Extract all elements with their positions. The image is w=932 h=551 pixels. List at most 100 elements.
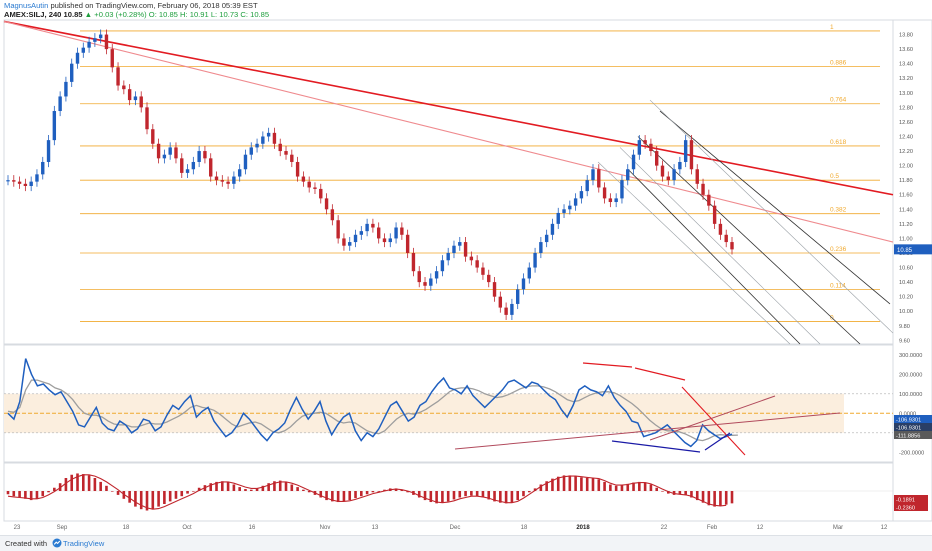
oscillator-main-line	[7, 358, 733, 448]
time-axis-tick: 22	[661, 525, 668, 531]
price-axis-tick: 13.00	[899, 91, 913, 97]
macd-value-label: -0.2360	[896, 506, 915, 512]
macd-histogram-bar	[591, 478, 595, 491]
macd-value-badge	[894, 495, 928, 503]
candle-body	[203, 151, 207, 159]
macd-histogram-bar	[713, 491, 716, 507]
macd-histogram-bar	[128, 491, 131, 503]
candle-body	[579, 191, 584, 199]
candle-body	[620, 180, 624, 199]
candle-body	[492, 282, 497, 297]
axes: 13.80 13.60 13.40 13.20 13.00 12.80 12.60 12.40…	[14, 33, 932, 531]
macd-histogram-bar	[510, 491, 514, 503]
candle-body	[614, 198, 618, 203]
macd-histogram-bar	[186, 491, 189, 494]
macd-histogram-bar	[116, 491, 120, 495]
macd-histogram-bar	[678, 491, 682, 495]
macd-histogram-bar	[174, 491, 178, 499]
candle-body	[510, 303, 514, 315]
candle-body	[313, 187, 317, 189]
macd-histogram-bar	[215, 481, 218, 491]
macd-value-badge	[894, 503, 928, 511]
candle-body	[458, 242, 462, 246]
candle-body	[475, 260, 479, 268]
candle-body	[515, 289, 520, 304]
candle-body	[730, 242, 734, 250]
candle-body	[417, 271, 421, 283]
candle-body	[376, 227, 381, 239]
macd-histogram-bar	[267, 483, 270, 491]
candle-body	[521, 278, 526, 290]
candle-body	[58, 96, 62, 112]
macd-histogram-bar	[475, 491, 479, 497]
pitchfork-line	[659, 110, 891, 305]
oscillator-pane[interactable]	[4, 358, 893, 456]
macd-histogram-bar	[151, 491, 155, 510]
candle-body	[261, 136, 265, 144]
fib-level-label: 1	[830, 24, 834, 31]
candle-body	[440, 260, 445, 272]
macd-histogram-bar	[504, 491, 508, 504]
price-axis-tick: 13.80	[899, 33, 913, 39]
fib-level-label: 0.382	[830, 207, 847, 214]
oscillator-axis-tick: 300.0000	[899, 353, 922, 359]
macd-histogram-bar	[661, 491, 664, 492]
candle-body	[562, 209, 566, 213]
fib-level-label: 0.5	[830, 173, 839, 180]
macd-histogram-bar	[53, 487, 56, 491]
macd-histogram-bar	[481, 491, 485, 498]
candle-body	[290, 154, 294, 162]
price-axis-tick: 9.80	[899, 324, 910, 330]
macd-histogram-bar	[574, 476, 577, 491]
macd-histogram-bar	[348, 491, 352, 501]
price-axis-tick: 10.00	[899, 309, 913, 315]
candle-body	[237, 169, 242, 177]
time-axis-tick: Oct	[182, 525, 192, 531]
macd-histogram-bar	[290, 484, 294, 491]
macd-histogram-bar	[145, 491, 149, 511]
candle-body	[209, 158, 213, 177]
candle-body	[23, 183, 28, 187]
candle-body	[550, 223, 555, 235]
price-axis-tick: 10.60	[899, 266, 913, 272]
macd-histogram-bar	[666, 491, 670, 494]
macd-signal-line	[7, 474, 727, 510]
candle-body	[568, 205, 572, 210]
candle-body	[724, 234, 728, 243]
price-axis-tick: 12.20	[899, 149, 913, 155]
candle-body	[307, 181, 311, 188]
tradingview-link[interactable]: TradingView	[63, 539, 105, 548]
candle-body	[637, 140, 642, 155]
candle-body	[180, 158, 184, 173]
price-axis-tick: 11.80	[899, 178, 913, 184]
macd-histogram-bar	[371, 491, 375, 493]
macd-histogram-bar	[580, 477, 583, 491]
oscillator-value-badge	[894, 415, 932, 423]
candle-body	[156, 143, 161, 159]
divergence-line	[582, 362, 633, 368]
chart-header: MagnusAutin published on TradingView.com…	[4, 1, 269, 19]
candle-body	[87, 41, 91, 48]
candle-body	[353, 234, 358, 243]
macd-histogram-bar	[64, 478, 68, 491]
time-axis-tick: 23	[14, 525, 21, 531]
candle-body	[597, 169, 601, 188]
candle-body	[504, 307, 508, 315]
candle-body	[116, 67, 120, 86]
oscillator-value-label: -106.9301	[896, 426, 921, 432]
candle-body	[226, 181, 230, 184]
symbol-label[interactable]: AMEX:SILJ, 240	[4, 10, 62, 19]
candle-body	[539, 242, 543, 253]
macd-pane[interactable]	[4, 473, 893, 511]
author-link[interactable]: MagnusAutin	[4, 1, 49, 10]
macd-histogram-bar	[331, 491, 334, 502]
resistance-trendline	[3, 20, 894, 196]
candle-body	[348, 242, 352, 246]
created-with-label: Created with	[5, 539, 48, 548]
macd-histogram-bar	[638, 481, 641, 491]
price-axis-tick: 11.60	[899, 193, 913, 199]
price-axis-tick: 11.00	[899, 236, 913, 242]
candle-body	[423, 282, 427, 286]
